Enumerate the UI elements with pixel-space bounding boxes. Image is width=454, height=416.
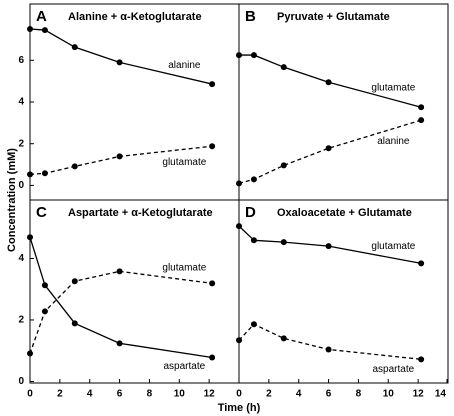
data-point <box>418 356 425 363</box>
panel-title: Oxaloacetate + Glutamate <box>277 207 412 219</box>
x-tick-label: 14 <box>435 389 447 400</box>
data-point <box>280 162 287 169</box>
data-point <box>280 335 287 342</box>
series-label: glutamate <box>371 241 415 252</box>
x-tick-label: 0 <box>27 389 33 400</box>
data-point <box>236 337 242 344</box>
panel-letter: B <box>245 8 256 25</box>
y-tick-label: 0 <box>18 376 24 387</box>
data-point <box>209 81 216 88</box>
panel-frame <box>238 3 449 201</box>
y-tick-label: 2 <box>18 138 24 149</box>
x-tick-label: 6 <box>117 389 123 400</box>
data-point <box>250 176 257 183</box>
data-point <box>41 170 48 177</box>
x-tick-label: 10 <box>383 389 395 400</box>
data-point <box>418 117 425 124</box>
data-point <box>41 308 48 315</box>
data-point <box>71 44 78 51</box>
data-point <box>209 143 216 150</box>
series-label: alanine <box>377 136 410 147</box>
data-point <box>41 27 48 34</box>
series-label: glutamate <box>162 262 206 273</box>
fit-line <box>238 119 422 184</box>
panel-letter: A <box>36 8 47 25</box>
data-point <box>236 223 242 230</box>
y-axis-label: Concentration (mM) <box>6 148 18 252</box>
y-tick-label: 6 <box>18 55 24 66</box>
data-point <box>280 239 287 246</box>
data-point <box>250 237 257 244</box>
data-point <box>116 268 123 275</box>
series-label: alanine <box>168 60 201 71</box>
data-point <box>325 79 332 86</box>
x-tick-label: 12 <box>413 389 425 400</box>
fit-line <box>29 28 213 85</box>
data-point <box>71 278 78 285</box>
data-point <box>209 354 216 361</box>
series-label: aspartate <box>373 364 415 375</box>
x-tick-label: 4 <box>296 389 302 400</box>
panel-title: Alanine + α-Ketoglutarate <box>68 11 202 23</box>
panel-letter: D <box>245 204 256 221</box>
y-tick-label: 0 <box>18 180 24 191</box>
fit-line <box>29 237 213 359</box>
x-tick-label: 0 <box>236 389 242 400</box>
data-point <box>236 180 242 187</box>
x-tick-label: 8 <box>147 389 153 400</box>
data-point <box>116 153 123 160</box>
data-point <box>280 64 287 71</box>
panel-letter: C <box>36 204 47 221</box>
series-label: aspartate <box>164 361 206 372</box>
panel-title: Aspartate + α-Ketoglutarate <box>68 207 213 219</box>
x-tick-label: 12 <box>204 389 216 400</box>
data-point <box>325 243 332 250</box>
panel-frame <box>238 199 449 384</box>
x-axis-label: Time (h) <box>218 402 261 414</box>
fit-line <box>238 323 422 360</box>
data-point <box>325 145 332 152</box>
panel-frame <box>29 199 240 384</box>
x-tick-label: 10 <box>174 389 186 400</box>
x-tick-label: 2 <box>266 389 272 400</box>
series-label: glutamate <box>162 157 206 168</box>
data-point <box>325 346 332 353</box>
data-point <box>250 52 257 59</box>
y-tick-label: 2 <box>18 315 24 326</box>
data-point <box>250 321 257 328</box>
data-point <box>27 26 33 33</box>
data-point <box>116 340 123 347</box>
data-point <box>71 163 78 170</box>
data-point <box>116 59 123 66</box>
x-tick-label: 8 <box>356 389 362 400</box>
x-tick-label: 6 <box>326 389 332 400</box>
y-tick-label: 4 <box>18 97 24 108</box>
data-point <box>27 171 33 178</box>
data-point <box>27 350 33 357</box>
data-point <box>71 320 78 327</box>
data-point <box>209 280 216 287</box>
x-tick-label: 2 <box>57 389 63 400</box>
data-point <box>236 52 242 59</box>
series-label: glutamate <box>371 82 415 93</box>
panel-frame <box>29 3 240 201</box>
data-point <box>41 282 48 289</box>
y-tick-label: 4 <box>18 253 24 264</box>
panel-title: Pyruvate + Glutamate <box>277 11 390 23</box>
data-point <box>418 260 425 267</box>
data-point <box>418 104 425 111</box>
data-point <box>27 234 33 241</box>
x-tick-label: 4 <box>87 389 93 400</box>
